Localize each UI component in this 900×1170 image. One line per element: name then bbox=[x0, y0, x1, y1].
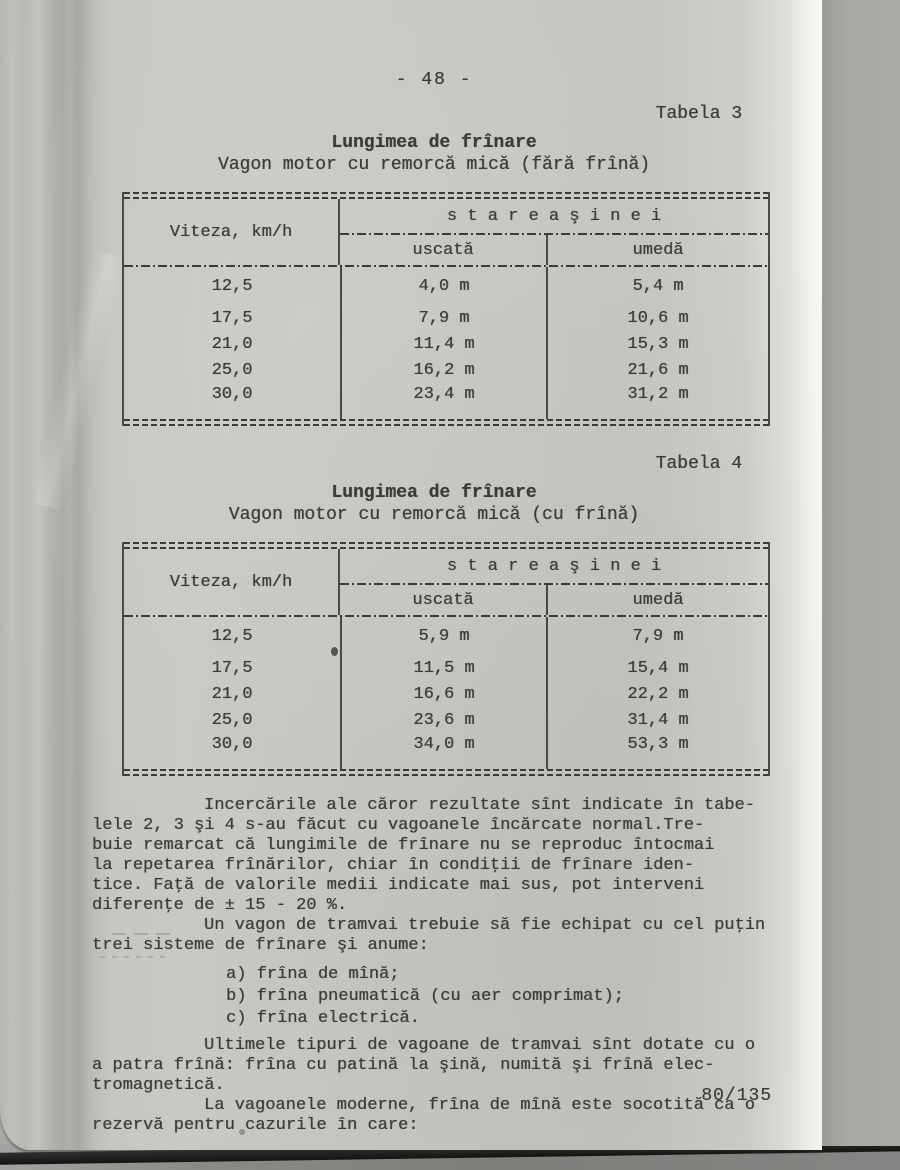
cell-speed: 21,0 bbox=[211, 334, 253, 354]
column-header-dry: uscată bbox=[412, 590, 474, 610]
table-border-top bbox=[124, 542, 768, 549]
column-header-rail-state: s t a r e a ş i n e i bbox=[446, 206, 662, 226]
cell-dry: 11,5 m bbox=[340, 655, 546, 681]
cell-dry: 7,9 m bbox=[340, 305, 546, 331]
cell-wet: 15,3 m bbox=[546, 331, 768, 357]
cell-speed: 30,0 bbox=[211, 385, 253, 404]
cell-speed: 17,5 bbox=[211, 308, 253, 328]
braking-table-4: Viteza, km/h s t a r e a ş i n e i uscat… bbox=[122, 542, 770, 776]
cell-wet: 21,6 m bbox=[546, 357, 768, 383]
header-body-divider bbox=[124, 265, 768, 267]
cell-dry: 4,0 m bbox=[340, 267, 546, 305]
cell-wet: 31,4 m bbox=[546, 707, 768, 733]
table-header: Viteza, km/h s t a r e a ş i n e i uscat… bbox=[124, 199, 768, 265]
cell-wet: 10,6 m bbox=[546, 305, 768, 331]
header-divider bbox=[340, 233, 768, 235]
column-header-wet: umedă bbox=[546, 235, 768, 265]
cell-speed: 30,0 bbox=[211, 735, 253, 754]
list-item-pneumatic-brake: b) frîna pneumatică (cu aer comprimat); bbox=[226, 987, 624, 1006]
table-subtitle-4: Vagon motor cu remorcă mică (cu frînă) bbox=[228, 505, 640, 525]
table-border-bottom bbox=[124, 419, 768, 426]
table-header: Viteza, km/h s t a r e a ş i n e i uscat… bbox=[124, 549, 768, 615]
list-item-hand-brake: a) frîna de mînă; bbox=[226, 965, 400, 984]
table-caption-3: Tabela 3 bbox=[655, 104, 742, 124]
pencil-mark bbox=[112, 933, 174, 935]
cell-wet: 7,9 m bbox=[546, 617, 768, 655]
cell-speed: 12,5 bbox=[211, 626, 253, 646]
cell-speed: 17,5 bbox=[211, 658, 253, 678]
paragraph-modern-wagons: La vagoanele moderne, frîna de mînă este… bbox=[92, 1096, 755, 1135]
cell-wet: 22,2 m bbox=[546, 681, 768, 707]
table-body: 12,5 4,0 m 5,4 m 17,5 7,9 m 10,6 m 21,0 … bbox=[124, 267, 768, 419]
body-text: Incercările ale căror rezultate sînt ind… bbox=[92, 796, 776, 1136]
scanned-page bbox=[0, 0, 822, 1150]
cell-wet: 5,4 m bbox=[546, 267, 768, 305]
cell-speed: 12,5 bbox=[211, 276, 253, 296]
cell-dry: 16,6 m bbox=[340, 681, 546, 707]
header-divider bbox=[340, 583, 768, 585]
page-number: - 48 - bbox=[395, 70, 473, 90]
header-body-divider bbox=[124, 615, 768, 617]
cell-dry: 23,4 m bbox=[340, 383, 546, 419]
cell-dry: 16,2 m bbox=[340, 357, 546, 383]
cell-speed: 25,0 bbox=[211, 710, 253, 730]
column-header-rail-state: s t a r e a ş i n e i bbox=[446, 556, 662, 576]
cell-speed: 25,0 bbox=[211, 360, 253, 380]
ink-speck bbox=[239, 1129, 245, 1135]
cell-wet: 15,4 m bbox=[546, 655, 768, 681]
cell-wet: 53,3 m bbox=[546, 733, 768, 769]
page-content: - 48 - Tabela 3 Lungimea de frînare Vago… bbox=[88, 0, 780, 1136]
column-header-wet: umedă bbox=[546, 585, 768, 615]
sheet-number: 80/135 bbox=[701, 1086, 772, 1106]
cell-dry: 5,9 m bbox=[340, 617, 546, 655]
column-header-speed: Viteza, km/h bbox=[124, 199, 340, 265]
cell-dry: 11,4 m bbox=[340, 331, 546, 357]
pencil-mark bbox=[100, 956, 172, 958]
column-header-speed: Viteza, km/h bbox=[124, 549, 340, 615]
paragraph-fourth-brake: Ultimele tipuri de vagoane de tramvai sî… bbox=[92, 1036, 755, 1095]
list-item-electric-brake: c) frîna electrică. bbox=[226, 1009, 420, 1028]
table-title-3: Lungimea de frînare bbox=[331, 133, 537, 153]
paragraph-brake-systems: Un vagon de tramvai trebuie să fie echip… bbox=[92, 916, 766, 955]
braking-table-3: Viteza, km/h s t a r e a ş i n e i uscat… bbox=[122, 192, 770, 426]
paragraph-test-results: Incercările ale căror rezultate sînt ind… bbox=[92, 796, 755, 915]
brake-systems-list: a) frîna de mînă; b) frîna pneumatică (c… bbox=[226, 964, 776, 1030]
cell-wet: 31,2 m bbox=[546, 383, 768, 419]
table-title-4: Lungimea de frînare bbox=[331, 483, 537, 503]
cell-dry: 23,6 m bbox=[340, 707, 546, 733]
table-subtitle-3: Vagon motor cu remorcă mică (fără frînă) bbox=[217, 155, 651, 175]
cell-speed: 21,0 bbox=[211, 684, 253, 704]
cell-dry: 34,0 m bbox=[340, 733, 546, 769]
page-edge-shade bbox=[822, 0, 900, 1146]
table-body: 12,5 5,9 m 7,9 m 17,5 11,5 m 15,4 m 21,0… bbox=[124, 617, 768, 769]
table-caption-4: Tabela 4 bbox=[655, 454, 742, 474]
table-border-top bbox=[124, 192, 768, 199]
column-header-dry: uscată bbox=[412, 240, 474, 260]
table-border-bottom bbox=[124, 769, 768, 776]
ink-speck bbox=[331, 647, 338, 656]
